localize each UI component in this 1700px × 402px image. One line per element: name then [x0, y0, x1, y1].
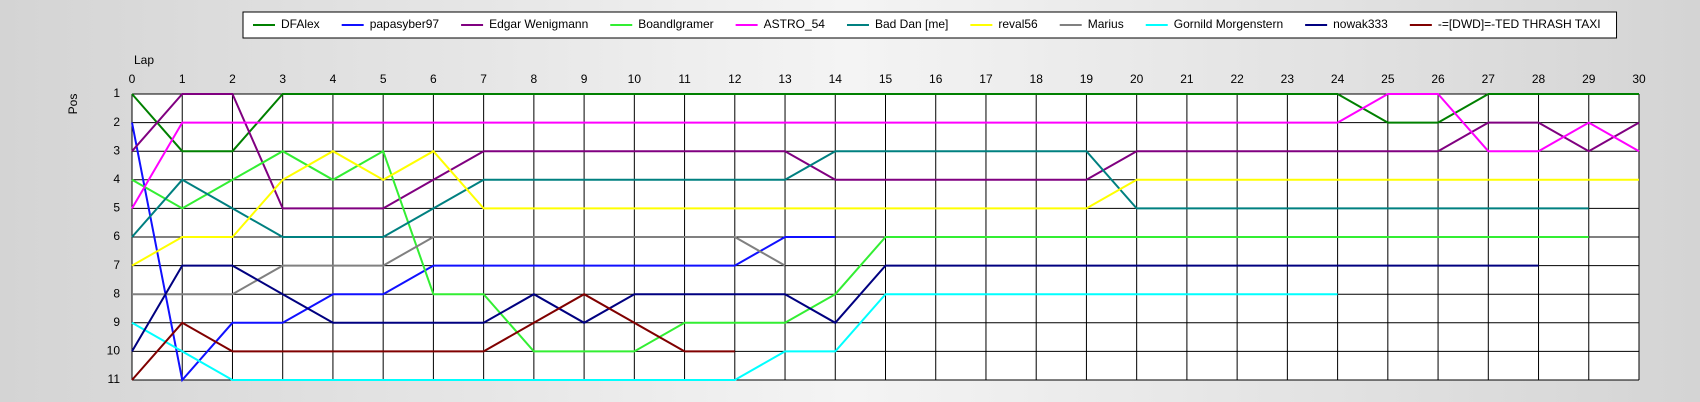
- series-line: [131, 264, 1539, 352]
- x-tick-label: 22: [1230, 72, 1244, 86]
- y-tick-label: 1: [113, 86, 120, 100]
- x-tick-label: 15: [879, 72, 893, 86]
- x-tick-label: 14: [829, 72, 843, 86]
- legend-label: reval56: [998, 17, 1038, 31]
- y-tick-label: 7: [113, 258, 120, 272]
- y-tick-label: 9: [113, 315, 120, 329]
- series-line: [131, 93, 1639, 153]
- legend-label: -=[DWD]=-TED THRASH TAXI: [1438, 17, 1601, 31]
- x-tick-label: 7: [480, 72, 487, 86]
- legend-label: Gornild Morgenstern: [1174, 17, 1283, 31]
- x-tick-label: 11: [678, 72, 691, 86]
- x-tick-label: 19: [1080, 72, 1094, 86]
- x-tick-label: 10: [628, 72, 642, 86]
- legend-label: DFAlex: [281, 17, 320, 31]
- series-line: [131, 149, 1639, 267]
- x-tick-label: 5: [380, 72, 387, 86]
- x-tick-label: 18: [1030, 72, 1044, 86]
- y-tick-label: 3: [113, 143, 120, 157]
- series-line: [131, 150, 1589, 238]
- x-tick-label: 16: [929, 72, 943, 86]
- y-tick-label: 10: [107, 344, 121, 358]
- x-tick-label: 2: [229, 72, 236, 86]
- y-tick-label: 6: [113, 229, 120, 243]
- x-tick-label: 13: [778, 72, 792, 86]
- x-tick-label: 29: [1582, 72, 1596, 86]
- x-tick-label: 9: [581, 72, 588, 86]
- x-tick-label: 21: [1180, 72, 1194, 86]
- x-tick-label: 24: [1331, 72, 1345, 86]
- x-axis-label: Lap: [134, 53, 154, 67]
- y-tick-label: 8: [113, 286, 120, 300]
- y-axis-label: Pos: [66, 94, 80, 115]
- legend-label: papasyber97: [370, 17, 440, 31]
- series-line: [131, 93, 1640, 209]
- series-line: [132, 236, 786, 296]
- x-tick-label: 4: [330, 72, 337, 86]
- x-tick-label: 28: [1532, 72, 1546, 86]
- series-line: [131, 293, 1338, 381]
- x-tick-label: 0: [129, 72, 136, 86]
- x-tick-label: 6: [430, 72, 437, 86]
- x-tick-label: 26: [1431, 72, 1445, 86]
- x-tick-label: 8: [531, 72, 538, 86]
- legend-label: Marius: [1088, 17, 1124, 31]
- series-line: [131, 149, 1589, 353]
- x-tick-label: 12: [728, 72, 742, 86]
- y-tick-label: 2: [113, 115, 120, 129]
- legend-label: Bad Dan [me]: [875, 17, 948, 31]
- legend-label: Edgar Wenigmann: [489, 17, 588, 31]
- x-tick-label: 23: [1281, 72, 1295, 86]
- x-tick-label: 1: [179, 72, 186, 86]
- y-tick-label: 5: [113, 201, 120, 215]
- y-tick-label: 4: [113, 172, 120, 186]
- x-tick-label: 3: [279, 72, 286, 86]
- y-tick-label: 11: [108, 372, 121, 386]
- x-tick-label: 20: [1130, 72, 1144, 86]
- x-tick-label: 25: [1381, 72, 1395, 86]
- series-line: [131, 122, 836, 383]
- series-line: [131, 293, 735, 381]
- x-tick-label: 27: [1482, 72, 1496, 86]
- legend-label: ASTRO_54: [764, 17, 826, 31]
- legend-label: Boandlgramer: [638, 17, 713, 31]
- legend-label: nowak333: [1333, 17, 1388, 31]
- x-tick-label: 17: [979, 72, 993, 86]
- x-tick-label: 30: [1632, 72, 1646, 86]
- series-line: [131, 93, 1640, 210]
